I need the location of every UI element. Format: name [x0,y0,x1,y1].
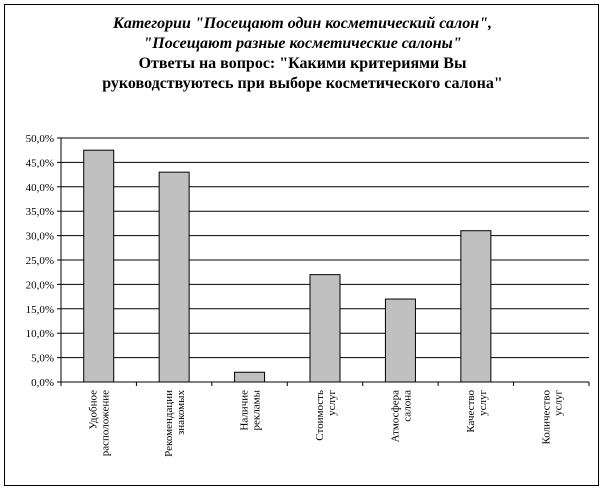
bars [83,149,492,383]
y-tick-labels: 0,0% 5,0% 10,0% 15,0% 20,0% 25,0% 30,0% 35,0% 40… [26,133,54,389]
x-tick-label: Рекомендации знакомых [163,390,187,457]
y-tick-label: 45,0% [26,157,54,169]
x-tick-label-line: Наличие [239,390,251,431]
chart-title: Категории "Посещают один косметический с… [0,14,605,94]
bar [460,230,492,383]
x-tick-label-line: рекламы [251,389,263,430]
x-tick-label-line: салона [401,390,413,422]
x-tick-label-line: Рекомендации [163,390,175,457]
bar [384,298,416,383]
bar [234,371,266,383]
x-tick-label: Стоимость услуг [314,390,338,441]
x-tick-label: Количество услуг [540,390,564,445]
x-tick-label-line: Качество [465,390,477,433]
x-tick-label-line: услуг [552,390,564,416]
chart-title-line-1: Категории "Посещают один косметический с… [113,15,492,32]
y-tick-label: 25,0% [26,255,54,267]
chart-title-line-3: Ответы на вопрос: "Какими критериями Вы [138,55,467,72]
x-tick-label: Наличие рекламы [239,389,263,430]
x-tick-label-line: Стоимость [314,390,326,441]
x-tick-label: Качество услуг [465,390,489,433]
bar [309,274,341,383]
x-tick-label-line: расположение [100,390,112,456]
y-tick-label: 50,0% [26,133,54,145]
x-tick-label-line: Количество [540,390,552,445]
x-tick-label-line: услуг [326,390,338,416]
y-tick-label: 0,0% [31,377,54,389]
chart-title-line-2: "Посещают разные косметические салоны" [143,35,462,52]
chart-title-line-4: руководствуютесь при выборе косметическо… [102,75,503,92]
y-tick-label: 10,0% [26,328,54,340]
y-tick-label: 5,0% [31,353,54,365]
y-tick-label: 35,0% [26,206,54,218]
x-tick-label-line: знакомых [175,390,187,436]
y-tick-label: 30,0% [26,231,54,243]
y-tick-label: 20,0% [26,279,54,291]
y-tick-label: 40,0% [26,182,54,194]
bar [158,171,190,383]
bar [83,149,115,383]
y-tick-label: 15,0% [26,304,54,316]
x-tick-label: Удобное расположение [88,390,112,456]
x-tick-label: Атмосфера салона [389,390,413,442]
x-tick-label-line: Удобное [88,390,100,429]
x-tick-labels: Удобное расположение Рекомендации знакомых Н… [88,389,565,456]
x-tick-label-line: услуг [477,390,489,416]
axes [57,137,590,386]
x-tick-label-line: Атмосфера [389,390,401,442]
